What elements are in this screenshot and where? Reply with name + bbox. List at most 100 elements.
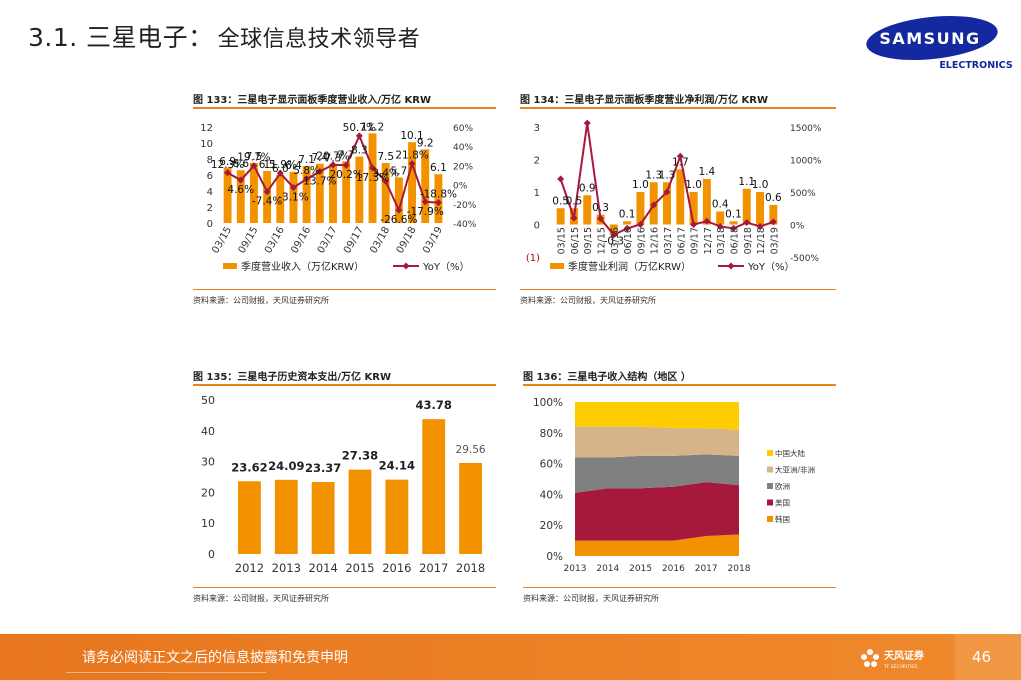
x-tick-label: 2016 <box>382 561 411 575</box>
profit-bar <box>702 179 711 225</box>
bar-data-label: 6.1 <box>430 162 447 174</box>
yoy-data-label: 21.8% <box>395 150 428 162</box>
yoy-point <box>623 224 631 232</box>
y-left-tick-label: 0 <box>534 221 540 232</box>
x-tick-label: 2018 <box>728 564 751 574</box>
x-tick-label: 03/17 <box>316 225 340 255</box>
x-tick-label: 2013 <box>564 564 587 574</box>
bar-data-label: 7.1 <box>298 154 315 166</box>
x-tick-label: 03/16 <box>610 227 621 254</box>
chart-revenue: 024681012-40%-20%0%20%40%60%6.96.67.56.5… <box>200 121 477 273</box>
profit-bar <box>636 192 645 225</box>
page-number: 46 <box>972 648 992 666</box>
yoy-point <box>743 219 751 227</box>
bar-data-label: 9.2 <box>417 137 434 149</box>
legend-label-line: YoY（%） <box>422 261 470 273</box>
yoy-point <box>421 198 429 206</box>
y-right-tick-label: 0% <box>453 182 468 192</box>
bar-data-label: 6.4 <box>285 160 302 172</box>
y-tick-label: 20% <box>540 520 563 532</box>
x-tick-label: 2018 <box>456 561 485 575</box>
bar-data-label: 0.1 <box>725 208 742 220</box>
yoy-point <box>557 175 565 183</box>
bar-data-label: 1.1 <box>738 176 755 188</box>
x-tick-label: 09/17 <box>690 227 701 254</box>
legend-swatch-bar <box>550 263 564 269</box>
yoy-point <box>408 160 416 168</box>
y-left-tick-label: 0 <box>207 219 213 230</box>
y-right-tick-label: -40% <box>453 220 477 230</box>
capex-bar <box>385 479 409 554</box>
area-中国大陆 <box>575 402 739 430</box>
x-tick-label: 2012 <box>235 561 264 575</box>
profit-bar <box>663 182 671 225</box>
bar-data-label: 29.56 <box>456 444 486 456</box>
bar-data-label: 0.9 <box>579 182 596 194</box>
x-tick-label: 06/18 <box>729 227 740 254</box>
x-tick-label: 03/19 <box>421 225 445 255</box>
y-right-tick-label: 500% <box>790 189 816 199</box>
bar-data-label: 7.7 <box>338 149 355 161</box>
y-tick-label: 0% <box>546 551 563 563</box>
legend-label: 欧洲 <box>775 481 790 491</box>
yoy-data-label: 19.7% <box>237 152 270 164</box>
bar-data-label: -0.3 <box>604 235 625 247</box>
revenue-bar <box>394 177 403 223</box>
y-left-tick-label: 1 <box>534 188 540 199</box>
y-tick-label: 20 <box>201 486 215 499</box>
legend-swatch <box>767 466 773 473</box>
profit-bar <box>716 211 725 225</box>
bar-data-label: 0.4 <box>712 199 729 211</box>
y-right-tick-label: -500% <box>790 254 819 264</box>
bar-data-label: 0.6 <box>765 192 782 204</box>
chart3-title: 图 135：三星电子历史资本支出/万亿 KRW <box>193 372 391 383</box>
revenue-bar <box>302 166 311 223</box>
bar-data-label: 10.1 <box>400 130 423 142</box>
logo-sub-text: ELECTRONICS <box>939 60 1013 71</box>
yoy-point <box>650 201 658 209</box>
y-left-tick-label: (1) <box>526 253 540 264</box>
yoy-point <box>355 132 363 140</box>
yoy-point <box>690 221 698 228</box>
area-美国 <box>575 482 739 541</box>
profit-bar <box>756 192 765 225</box>
area-大亚洲/非洲 <box>575 426 739 458</box>
x-tick-label: 2017 <box>419 561 448 575</box>
x-tick-label: 12/15 <box>597 227 608 254</box>
y-right-tick-label: 0% <box>790 222 805 232</box>
chart2-source: 资料来源：公司财报，天风证券研究所 <box>520 296 656 305</box>
y-right-tick-label: 1000% <box>790 157 822 167</box>
yoy-data-label: 11.9% <box>264 159 297 171</box>
profit-bar <box>729 221 738 225</box>
y-right-tick-label: 1500% <box>790 124 822 134</box>
y-tick-label: 40 <box>201 425 215 438</box>
capex-bar <box>238 481 261 554</box>
capex-bar <box>459 462 482 554</box>
profit-bar <box>689 192 698 225</box>
yoy-point <box>663 188 671 196</box>
x-tick-label: 09/16 <box>289 225 313 255</box>
yoy-data-label: 3.4% <box>372 167 399 179</box>
footer-brand-en: TF SECURITIES <box>883 664 917 670</box>
logo-brand-text: SAMSUNG <box>879 29 980 48</box>
yoy-point <box>263 188 271 196</box>
chart-region: 0% 20% 40% 60% 80% 100% 2013 2014 2015 2016 2017 20… <box>533 397 815 574</box>
profit-bar <box>676 169 685 225</box>
chart1-source: 资料来源：公司财报，天风证券研究所 <box>193 296 329 305</box>
bar-data-label: 1.7 <box>672 156 689 168</box>
yoy-point <box>676 152 684 160</box>
tf-securities-logo: 天风证券 TF SECURITIES <box>861 649 925 670</box>
y-left-tick-label: 3 <box>534 123 540 134</box>
y-tick-label: 30 <box>201 456 215 469</box>
bar-data-label: 1.4 <box>699 166 716 178</box>
bar-data-label: 43.78 <box>416 398 452 412</box>
legend-marker-line <box>402 262 410 270</box>
x-tick-label: 09/18 <box>395 225 419 255</box>
profit-bar <box>742 188 751 225</box>
chart4-title: 图 136：三星电子收入结构（地区 ） <box>523 372 691 383</box>
x-tick-label: 09/16 <box>636 227 647 254</box>
bar-data-label: 1.0 <box>685 179 702 191</box>
area-韩国 <box>575 534 739 556</box>
x-tick-label: 09/18 <box>743 227 754 254</box>
profit-bar <box>609 224 618 235</box>
